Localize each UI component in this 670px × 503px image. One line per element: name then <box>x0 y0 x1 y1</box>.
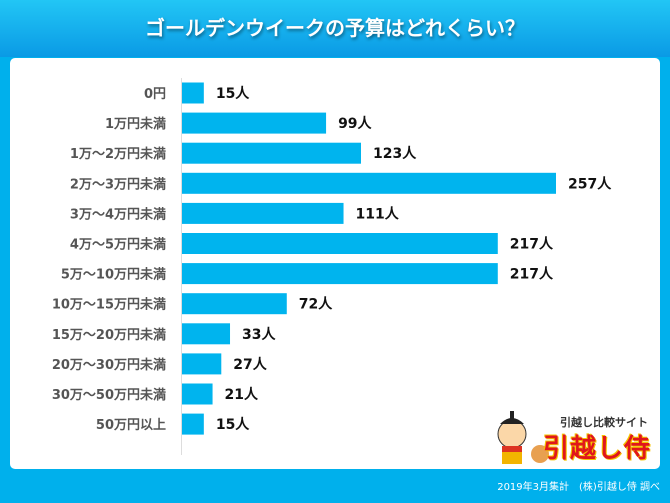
category-label: 10万～15万円未満 <box>52 297 166 313</box>
bar <box>182 383 213 405</box>
value-label: 72人 <box>299 296 333 313</box>
mascot-logo <box>490 408 650 466</box>
bar <box>182 112 327 134</box>
bar <box>182 293 287 315</box>
bar <box>182 172 556 194</box>
category-label: 50万円以上 <box>96 418 166 433</box>
value-label: 15人 <box>216 416 250 433</box>
category-label: 15万～20万円未満 <box>52 327 166 343</box>
footer-note: 2019年3月集計 (株)引越し侍 調べ <box>497 482 660 493</box>
value-label: 217人 <box>510 266 554 283</box>
category-label: 2万～3万円未満 <box>70 176 166 192</box>
title-bar <box>0 0 670 57</box>
logo-subtitle: 引越し比較サイト <box>560 416 648 429</box>
category-label: 5万～10万円未満 <box>61 267 166 283</box>
value-label: 21人 <box>225 386 259 403</box>
value-label: 27人 <box>233 356 267 373</box>
value-label: 123人 <box>373 145 417 162</box>
value-label: 99人 <box>338 115 372 132</box>
category-label: 4万～5万円未満 <box>70 237 166 253</box>
value-label: 217人 <box>510 236 554 253</box>
value-label: 15人 <box>216 85 250 102</box>
bar <box>182 323 231 345</box>
bar <box>182 82 204 104</box>
category-label: 30万～50万円未満 <box>52 387 166 403</box>
bar <box>182 263 498 285</box>
bar <box>182 413 204 435</box>
value-label: 111人 <box>356 205 400 222</box>
mascot-icon <box>497 411 549 464</box>
value-label: 33人 <box>242 326 276 343</box>
category-label: 1万円未満 <box>105 116 166 132</box>
category-label: 0円 <box>144 87 166 102</box>
category-label: 20万～30万円未満 <box>52 357 166 373</box>
category-label: 3万～4万円未満 <box>70 206 166 222</box>
bar <box>182 202 344 224</box>
bar <box>182 142 361 164</box>
bar <box>182 233 498 254</box>
bar <box>182 353 222 375</box>
category-label: 1万～2万円未満 <box>70 146 166 162</box>
value-label: 257人 <box>568 175 612 192</box>
chart-title: ゴールデンウイークの予算はどれくらい？ <box>145 16 525 40</box>
logo-name: 引越し侍 <box>543 434 652 464</box>
